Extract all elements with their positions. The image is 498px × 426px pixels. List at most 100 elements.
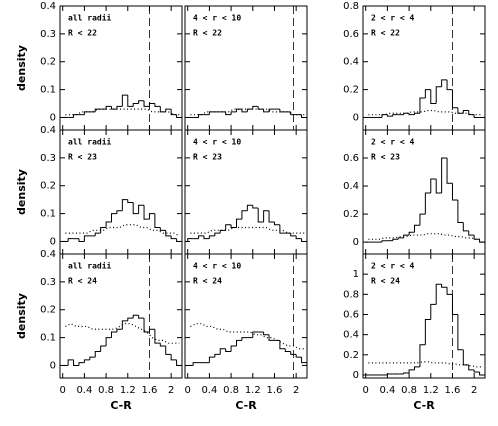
- x-tick-label: 0.8: [98, 385, 114, 396]
- histogram-step: [170, 235, 177, 240]
- y-tick-label: 0: [353, 112, 359, 123]
- y-axis-label: density: [15, 169, 28, 215]
- reference-curve: [65, 322, 180, 344]
- y-tick-label: 0.4: [343, 330, 359, 341]
- histogram-step: [67, 238, 74, 242]
- histogram-step: [73, 114, 79, 118]
- histogram-step: [121, 94, 128, 107]
- panel-annotation: all radii: [68, 261, 112, 271]
- y-tick-label: 0: [50, 112, 56, 123]
- histogram-step: [246, 108, 253, 112]
- histogram-step: [78, 362, 85, 366]
- panel-annotation: R < 22: [371, 29, 400, 38]
- histogram-step: [187, 238, 194, 242]
- histogram-step: [143, 318, 150, 333]
- histogram-step: [111, 213, 117, 222]
- y-tick-label: 0.6: [343, 29, 359, 40]
- histogram-step: [457, 200, 464, 223]
- y-tick-label: 0.1: [40, 209, 56, 220]
- histogram-step: [295, 235, 302, 240]
- histogram-step: [441, 284, 448, 288]
- y-tick-label: 0.3: [40, 277, 56, 288]
- histogram-step: [273, 221, 280, 226]
- histogram-step: [468, 364, 475, 371]
- histogram-step: [208, 235, 215, 239]
- histogram-step: [154, 329, 161, 344]
- x-tick-label: 0: [185, 385, 191, 396]
- histogram-step: [424, 89, 431, 98]
- histogram-step: [198, 235, 204, 239]
- histogram-step: [165, 108, 172, 112]
- histogram-step: [203, 235, 210, 240]
- y-tick-label: 0.8: [343, 289, 359, 300]
- histogram-step: [241, 210, 248, 220]
- histogram-step: [419, 213, 426, 226]
- histogram-step: [263, 210, 270, 222]
- histogram-step: [441, 79, 448, 87]
- histogram-step: [430, 303, 437, 320]
- x-tick-label: 0: [60, 385, 66, 396]
- histogram-step: [301, 114, 307, 118]
- panel-annotation: R < 23: [68, 153, 97, 162]
- y-axis-label: density: [15, 293, 28, 339]
- y-tick-label: 0.4: [40, 1, 56, 12]
- histogram-step: [446, 158, 453, 184]
- histogram-step: [268, 334, 275, 341]
- histogram-step: [301, 357, 307, 364]
- x-tick-label: 1.6: [445, 385, 461, 396]
- histogram-step: [208, 111, 215, 115]
- y-tick-label: 0.8: [343, 1, 359, 12]
- histogram-step: [208, 356, 215, 363]
- y-tick-label: 0.4: [343, 181, 359, 192]
- histogram-step: [241, 109, 248, 113]
- x-tick-label: 0.8: [223, 385, 239, 396]
- y-tick-label: 0.1: [40, 85, 56, 96]
- histogram-step: [236, 339, 242, 346]
- histogram-step: [397, 237, 404, 240]
- reference-curve: [65, 108, 180, 116]
- x-axis-label: C-R: [110, 399, 132, 412]
- x-tick-label: 1.6: [142, 385, 158, 396]
- histogram-step: [462, 349, 469, 366]
- histogram-step: [94, 351, 101, 358]
- histogram-step: [94, 232, 101, 236]
- histogram-step: [279, 224, 286, 234]
- x-tick-label: 1.2: [245, 385, 261, 396]
- histogram-step: [451, 294, 458, 315]
- histogram-step: [263, 109, 270, 113]
- histogram-step: [127, 95, 134, 107]
- histogram-step: [83, 359, 90, 363]
- histogram-step: [143, 205, 150, 220]
- histogram-step: [462, 222, 469, 232]
- histogram-step: [473, 235, 480, 240]
- panel-frame: [362, 253, 486, 379]
- histogram-step: [252, 105, 259, 110]
- histogram-step: [386, 373, 393, 375]
- histogram-step: [111, 106, 117, 110]
- reference-curve: [368, 109, 483, 116]
- histogram-step: [252, 331, 259, 338]
- histogram-step: [214, 232, 221, 236]
- histogram-step: [192, 362, 199, 366]
- histogram-step: [159, 343, 166, 347]
- histogram-step: [83, 235, 90, 242]
- panel-annotation: R < 23: [371, 153, 400, 162]
- histogram-step: [78, 238, 85, 242]
- x-tick-label: 2: [293, 385, 299, 396]
- histogram-step: [236, 218, 242, 228]
- histogram-step: [446, 287, 453, 295]
- histogram-step: [176, 359, 182, 366]
- y-tick-label: 0.6: [343, 153, 359, 164]
- y-tick-label: 0.2: [343, 85, 359, 96]
- x-axis-label: C-R: [413, 399, 435, 412]
- histogram-step: [138, 204, 145, 214]
- panel-annotation: R < 24: [371, 277, 400, 286]
- panel-annotation: 4 < r < 10: [193, 14, 241, 23]
- reference-curve: [190, 323, 305, 350]
- y-tick-label: 0.1: [40, 333, 56, 344]
- x-tick-label: 0.4: [201, 385, 217, 396]
- histogram-step: [468, 110, 475, 116]
- x-tick-label: 0.4: [76, 385, 92, 396]
- histogram-step: [100, 227, 107, 234]
- histogram-step: [111, 331, 117, 338]
